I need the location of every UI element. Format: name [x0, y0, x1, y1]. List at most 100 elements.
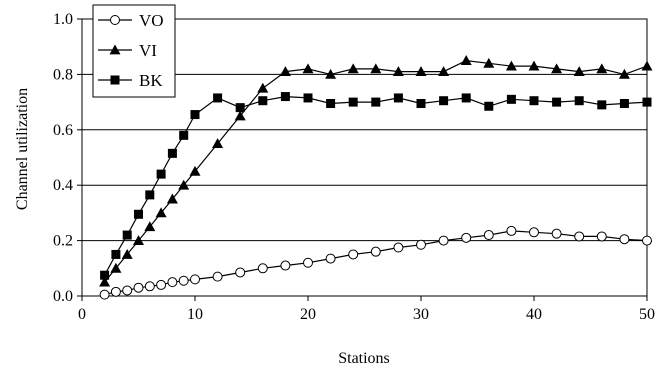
data-point-vi — [302, 63, 314, 74]
data-point-bk — [348, 97, 358, 107]
series-layer — [99, 55, 653, 300]
data-point-vo — [133, 282, 144, 293]
data-point-bk — [235, 103, 245, 113]
data-point-vi — [166, 193, 178, 204]
x-tick-label: 20 — [300, 306, 316, 323]
data-point-vo — [190, 274, 200, 285]
data-point-vo — [156, 279, 167, 290]
data-point-vo — [416, 239, 426, 250]
data-point-vi — [370, 63, 382, 74]
y-tick-label: 0.6 — [53, 122, 73, 139]
x-axis-label: Stations — [338, 350, 390, 367]
data-point-bk — [280, 92, 290, 102]
data-point-vo — [506, 225, 517, 236]
data-point-vo — [99, 289, 110, 300]
data-point-bk — [111, 249, 121, 259]
data-point-bk — [100, 270, 110, 280]
series-bk — [100, 92, 652, 280]
data-point-vo — [325, 253, 336, 264]
data-point-vo — [257, 263, 268, 274]
series-vi — [99, 55, 653, 287]
data-point-bk — [371, 97, 381, 107]
data-point-vi — [133, 235, 144, 245]
y-axis-label: Channel utilization — [14, 88, 31, 210]
data-point-vi — [234, 110, 246, 121]
data-point-vi — [347, 63, 359, 74]
data-point-bk — [529, 96, 539, 106]
legend-marker-bk — [110, 75, 120, 85]
data-point-vo — [551, 228, 562, 239]
data-point-bk — [167, 148, 177, 158]
y-tick-label: 0.0 — [53, 288, 73, 305]
data-point-vo — [178, 275, 189, 286]
data-point-vo — [280, 260, 291, 271]
y-tick-label: 0.8 — [53, 66, 73, 83]
data-point-bk — [393, 93, 403, 103]
data-point-bk — [179, 130, 189, 140]
data-point-vo — [574, 231, 585, 242]
data-point-vi — [257, 82, 269, 93]
data-point-vi — [415, 66, 427, 77]
data-point-bk — [484, 101, 494, 111]
data-point-vi — [551, 63, 563, 74]
data-point-vo — [370, 246, 381, 257]
axes: 0.0 0.2 0.4 0.6 0.8 1.0 0 10 20 30 40 50 — [53, 11, 655, 323]
data-point-bk — [122, 230, 132, 240]
y-tick-label: 0.2 — [53, 233, 73, 250]
data-point-vo — [438, 235, 449, 246]
data-point-vo — [212, 271, 223, 282]
data-point-vo — [393, 242, 404, 253]
data-point-bk — [642, 97, 652, 107]
data-point-vo — [122, 285, 133, 296]
series-vo — [99, 225, 652, 300]
data-point-vo — [529, 227, 539, 238]
data-point-vo — [483, 230, 494, 241]
data-point-bk — [461, 93, 471, 103]
data-point-bk — [506, 94, 516, 104]
data-point-vi — [438, 66, 450, 77]
data-point-bk — [213, 93, 223, 103]
legend-marker-vo — [110, 15, 120, 25]
data-point-bk — [439, 96, 449, 106]
data-point-bk — [145, 190, 155, 200]
legend-item-vi: VI — [98, 41, 157, 60]
data-point-vo — [110, 286, 121, 297]
data-point-bk — [416, 98, 426, 108]
plot-area-frame — [81, 18, 648, 297]
data-point-bk — [574, 96, 584, 106]
data-point-vi — [99, 276, 111, 287]
data-point-bk — [552, 97, 562, 107]
data-point-vi — [121, 248, 133, 259]
data-point-vi — [505, 60, 517, 71]
data-point-bk — [619, 98, 629, 108]
data-point-vo — [235, 267, 246, 278]
x-tick-label: 50 — [639, 306, 655, 323]
legend-marker-vi — [109, 44, 121, 55]
data-point-vo — [596, 231, 607, 242]
data-point-vi — [641, 60, 653, 71]
data-point-vo — [303, 257, 313, 268]
data-point-vi — [212, 138, 224, 149]
data-point-bk — [190, 110, 200, 120]
x-tick-label: 40 — [526, 306, 542, 323]
x-tick-label: 0 — [78, 306, 86, 323]
data-point-bk — [134, 209, 143, 219]
data-point-vi — [110, 262, 122, 273]
data-point-vi — [483, 57, 495, 68]
legend-label-bk: BK — [139, 71, 163, 90]
data-point-bk — [258, 96, 268, 106]
data-point-vi — [189, 165, 201, 176]
data-point-vi — [528, 60, 540, 71]
legend-label-vi: VI — [139, 41, 157, 60]
data-point-vo — [461, 232, 472, 243]
legend-item-vo: VO — [98, 11, 164, 30]
data-point-bk — [303, 93, 313, 103]
data-point-vi — [178, 179, 190, 190]
x-tick-label: 10 — [187, 306, 203, 323]
data-point-vo — [167, 277, 178, 288]
data-point-vo — [642, 235, 652, 246]
data-point-vi — [279, 66, 291, 77]
data-point-vi — [325, 68, 337, 79]
data-point-vi — [144, 221, 156, 232]
